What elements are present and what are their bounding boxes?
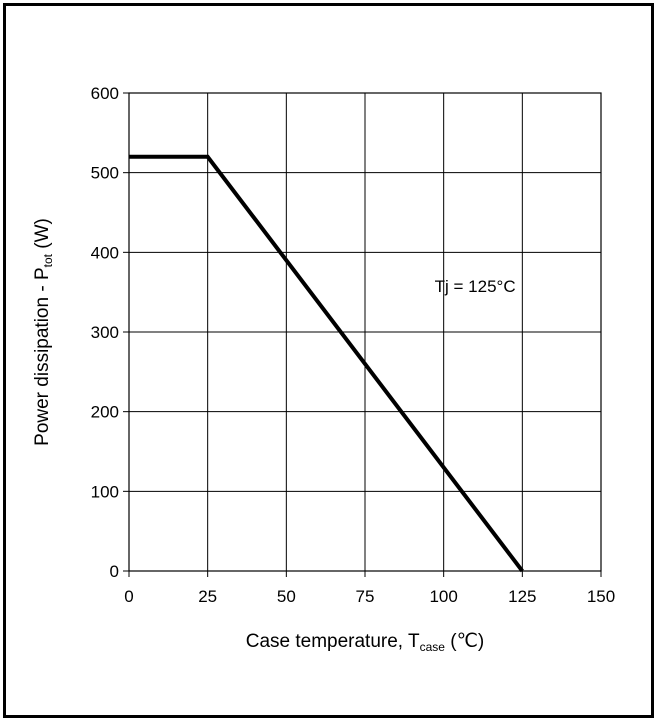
y-axis-title: Power dissipation - Ptot (W) xyxy=(32,218,55,446)
chart-svg: 0 25 50 75 100 125 150 0 100 200 300 400 500 600 Tj =… xyxy=(32,84,616,654)
annotation-tj: Tj = 125°C xyxy=(435,277,516,296)
x-tick-label: 75 xyxy=(356,587,375,606)
y-axis-title-prefix: Power dissipation - P xyxy=(32,267,53,445)
x-axis-title: Case temperature, Tcase (℃) xyxy=(246,631,485,654)
y-tick-label: 600 xyxy=(91,84,119,103)
series-layer xyxy=(128,154,524,573)
x-tick-label: 100 xyxy=(429,587,457,606)
chart-frame: 0 25 50 75 100 125 150 0 100 200 300 400 500 600 Tj =… xyxy=(3,3,654,718)
y-tick-label: 200 xyxy=(91,403,119,422)
y-tick-label: 0 xyxy=(110,562,119,581)
x-axis-title-subscript: case xyxy=(420,640,446,654)
x-tick-label: 125 xyxy=(508,587,536,606)
y-tick-label: 100 xyxy=(91,482,119,501)
ticks-layer: 0 25 50 75 100 125 150 0 100 200 300 400 500 600 xyxy=(91,84,616,606)
x-tick-label: 150 xyxy=(587,587,615,606)
y-tick-label: 400 xyxy=(91,243,119,262)
x-tick-label: 50 xyxy=(277,587,296,606)
series-line xyxy=(129,154,524,573)
x-tick-label: 25 xyxy=(198,587,217,606)
x-axis-title-prefix: Case temperature, T xyxy=(246,631,420,652)
y-axis-title-subscript: tot xyxy=(41,253,55,267)
grid-layer xyxy=(128,92,602,572)
y-tick-label: 500 xyxy=(91,164,119,183)
y-axis-title-suffix: (W) xyxy=(32,218,53,254)
y-tick-label: 300 xyxy=(91,323,119,342)
x-tick-label: 0 xyxy=(124,587,133,606)
x-axis-title-suffix: (℃) xyxy=(445,631,484,652)
